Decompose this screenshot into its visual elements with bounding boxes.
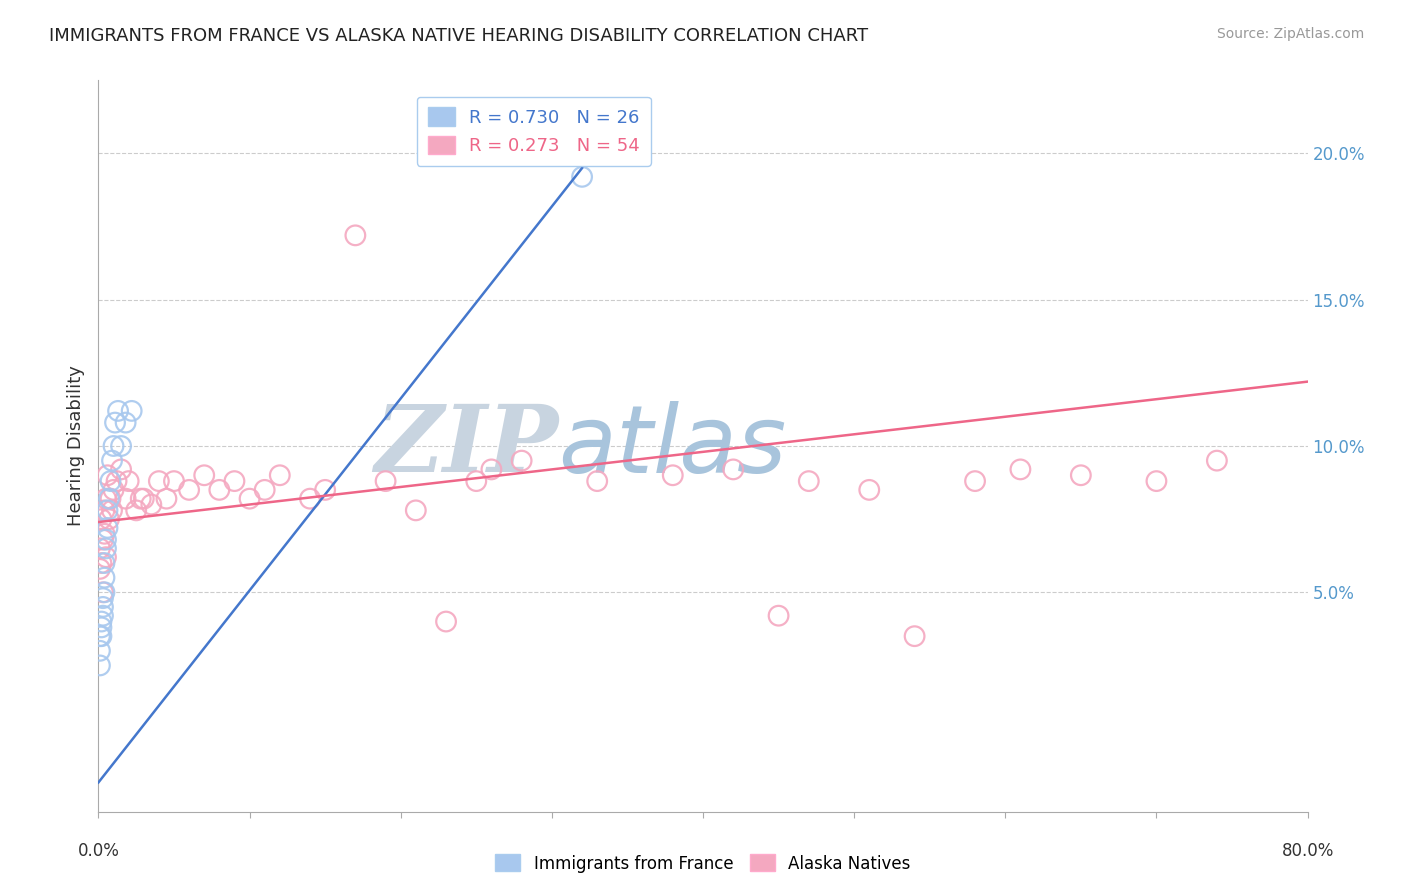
Text: atlas: atlas: [558, 401, 786, 491]
Point: [93, 503, 115, 517]
Text: IMMIGRANTS FROM FRANCE VS ALASKA NATIVE HEARING DISABILITY CORRELATION CHART: IMMIGRANTS FROM FRANCE VS ALASKA NATIVE …: [49, 27, 869, 45]
Point: [155, 491, 177, 506]
Point: [89, 562, 111, 576]
Point: [1010, 462, 1032, 476]
Point: [94, 550, 117, 565]
Point: [314, 483, 336, 497]
Text: Source: ZipAtlas.com: Source: ZipAtlas.com: [1216, 27, 1364, 41]
Point: [1144, 474, 1167, 488]
Legend: Immigrants from France, Alaska Natives: Immigrants from France, Alaska Natives: [489, 847, 917, 880]
Point: [96, 503, 118, 517]
Text: ZIP: ZIP: [374, 401, 558, 491]
Point: [374, 474, 396, 488]
Point: [100, 491, 122, 506]
Point: [94, 491, 117, 506]
Point: [98, 491, 121, 506]
Point: [110, 439, 132, 453]
Point: [193, 468, 215, 483]
Point: [105, 474, 128, 488]
Point: [208, 483, 231, 497]
Point: [98, 512, 121, 526]
Point: [103, 483, 125, 497]
Point: [904, 629, 927, 643]
Legend: R = 0.730   N = 26, R = 0.273   N = 54: R = 0.730 N = 26, R = 0.273 N = 54: [416, 96, 651, 166]
Point: [299, 491, 322, 506]
Point: [132, 491, 155, 506]
Point: [723, 462, 745, 476]
Point: [89, 644, 111, 658]
Point: [94, 533, 117, 547]
Point: [91, 591, 114, 606]
Point: [93, 585, 115, 599]
Point: [797, 474, 820, 488]
Point: [858, 483, 880, 497]
Point: [129, 491, 152, 506]
Point: [96, 468, 118, 483]
Point: [121, 404, 143, 418]
Point: [90, 556, 112, 570]
Point: [93, 526, 115, 541]
Point: [101, 503, 124, 517]
Point: [344, 228, 367, 243]
Point: [90, 629, 112, 643]
Point: [269, 468, 291, 483]
Point: [91, 585, 114, 599]
Point: [1070, 468, 1092, 483]
Point: [768, 608, 790, 623]
Y-axis label: Hearing Disability: Hearing Disability: [66, 366, 84, 526]
Point: [114, 416, 136, 430]
Point: [90, 512, 112, 526]
Point: [96, 521, 118, 535]
Text: 0.0%: 0.0%: [77, 842, 120, 860]
Point: [965, 474, 987, 488]
Point: [107, 404, 129, 418]
Point: [125, 503, 148, 517]
Point: [90, 615, 112, 629]
Point: [93, 556, 115, 570]
Point: [405, 503, 427, 517]
Point: [104, 416, 127, 430]
Point: [239, 491, 262, 506]
Point: [103, 439, 125, 453]
Text: 80.0%: 80.0%: [1281, 842, 1334, 860]
Point: [114, 491, 136, 506]
Point: [89, 658, 111, 673]
Point: [110, 462, 132, 476]
Point: [90, 620, 112, 634]
Point: [481, 462, 503, 476]
Point: [163, 474, 186, 488]
Point: [101, 453, 124, 467]
Point: [434, 615, 457, 629]
Point: [224, 474, 246, 488]
Point: [91, 599, 114, 614]
Point: [571, 169, 593, 184]
Point: [253, 483, 276, 497]
Point: [94, 541, 117, 556]
Point: [118, 474, 141, 488]
Point: [100, 474, 122, 488]
Point: [91, 533, 114, 547]
Point: [89, 629, 111, 643]
Point: [510, 453, 533, 467]
Point: [586, 474, 609, 488]
Point: [141, 498, 163, 512]
Point: [148, 474, 170, 488]
Point: [661, 468, 683, 483]
Point: [93, 571, 115, 585]
Point: [89, 541, 111, 556]
Point: [179, 483, 201, 497]
Point: [1206, 453, 1229, 467]
Point: [91, 608, 114, 623]
Point: [465, 474, 488, 488]
